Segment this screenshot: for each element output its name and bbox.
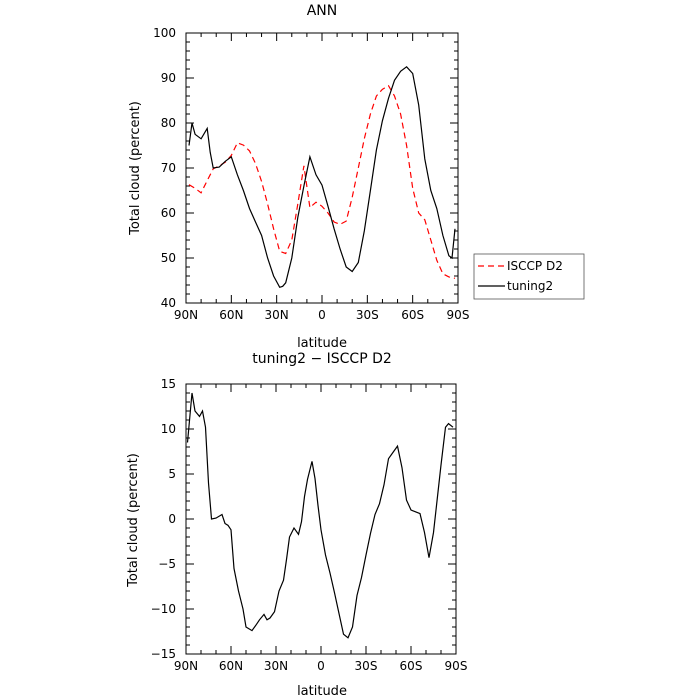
legend-label-tuning2: tuning2 bbox=[507, 279, 553, 293]
series-line-isccp-d2 bbox=[188, 84, 456, 279]
y-tick-label: 80 bbox=[161, 116, 176, 130]
series-group bbox=[188, 65, 456, 289]
chart-cloud-difference: tuning2 − ISCCP D2 latitude Total cloud … bbox=[126, 351, 467, 699]
axis-ticks: 90N 60N 30N 0 30S 60S 90S 40 50 60 70 80 90 100 bbox=[153, 26, 469, 322]
y-tick-label: −5 bbox=[158, 557, 176, 571]
x-axis-label: latitude bbox=[297, 684, 347, 699]
y-tick-label: 40 bbox=[161, 296, 176, 310]
y-tick-label: 10 bbox=[161, 422, 176, 436]
x-tick-label: 30S bbox=[356, 308, 379, 322]
legend-box bbox=[473, 253, 585, 300]
chart-title: tuning2 − ISCCP D2 bbox=[252, 351, 392, 367]
x-tick-label: 0 bbox=[317, 659, 325, 673]
series-group bbox=[186, 392, 454, 639]
x-tick-label: 60N bbox=[219, 308, 243, 322]
y-tick-label: 15 bbox=[161, 377, 176, 391]
y-tick-label: 0 bbox=[168, 512, 176, 526]
y-tick-label: 5 bbox=[168, 467, 176, 481]
x-tick-label: 60N bbox=[219, 659, 243, 673]
x-tick-label: 30N bbox=[264, 659, 288, 673]
chart-annual-cloud: ANN latitude Total cloud (percent) 90N 60… bbox=[128, 3, 585, 351]
series-line-difference bbox=[186, 392, 454, 639]
x-tick-label: 90S bbox=[445, 659, 468, 673]
x-tick-label: 0 bbox=[318, 308, 326, 322]
chart-title: ANN bbox=[307, 3, 338, 19]
y-tick-label: 90 bbox=[161, 71, 176, 85]
x-tick-label: 90N bbox=[174, 308, 198, 322]
y-tick-label: 70 bbox=[161, 161, 176, 175]
axis-ticks: 90N 60N 30N 0 30S 60S 90S −15 −10 −5 0 5 10 15 bbox=[151, 377, 468, 673]
y-axis-label: Total cloud (percent) bbox=[126, 453, 141, 588]
y-tick-label: 60 bbox=[161, 206, 176, 220]
y-tick-label: 100 bbox=[153, 26, 176, 40]
y-tick-label: −10 bbox=[151, 602, 176, 616]
legend-label-isccp: ISCCP D2 bbox=[507, 259, 563, 273]
plot-frame bbox=[185, 383, 457, 655]
x-tick-label: 90N bbox=[174, 659, 198, 673]
x-tick-label: 60S bbox=[401, 308, 424, 322]
plot-frame bbox=[185, 32, 459, 304]
legend: ISCCP D2 tuning2 bbox=[473, 253, 585, 300]
series-line-tuning2 bbox=[188, 65, 456, 289]
x-tick-label: 90S bbox=[447, 308, 470, 322]
x-tick-label: 60S bbox=[400, 659, 423, 673]
x-tick-label: 30N bbox=[265, 308, 289, 322]
x-axis-label: latitude bbox=[297, 336, 347, 351]
y-tick-label: −15 bbox=[151, 647, 176, 661]
y-axis-label: Total cloud (percent) bbox=[128, 101, 143, 236]
x-tick-label: 30S bbox=[355, 659, 378, 673]
y-tick-label: 50 bbox=[161, 251, 176, 265]
